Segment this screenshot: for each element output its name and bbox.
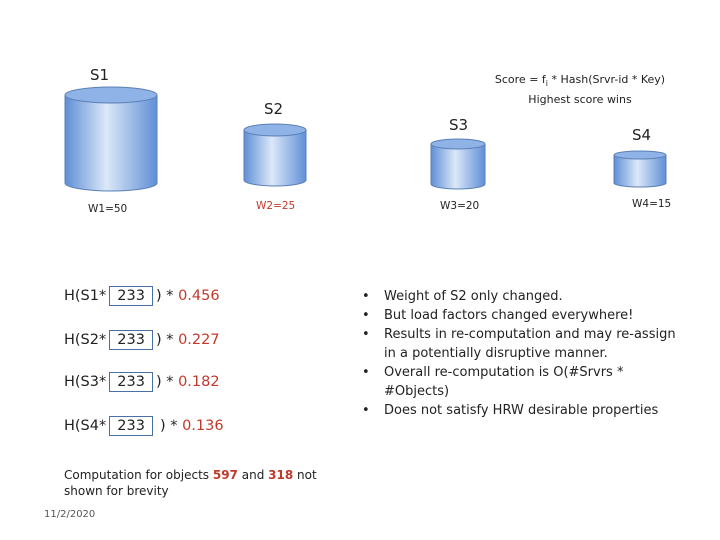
- server-s3-weight: W3=20: [440, 200, 480, 212]
- observation-item: • Results in re-computation and may re-as…: [362, 327, 676, 361]
- server-s1-cylinder-icon: [64, 86, 158, 192]
- hash-row-s3: H(S3* 233) * 0.182: [64, 372, 220, 392]
- server-s4-label: S4: [632, 126, 652, 144]
- observation-item: • Weight of S2 only changed.: [362, 289, 563, 304]
- server-s4-weight: W4=15: [632, 198, 672, 210]
- observations-list: • Weight of S2 only changed. • But load fa…: [362, 287, 682, 420]
- server-s3-label: S3: [449, 116, 469, 134]
- server-s1-weight: W1=50: [88, 203, 128, 215]
- score-formula-line2: Highest score wins: [528, 93, 632, 107]
- object-id-318: 318: [268, 468, 294, 482]
- server-s1-label: S1: [90, 66, 110, 84]
- load-factor: 0.182: [178, 374, 220, 390]
- object-id-597: 597: [212, 468, 238, 482]
- object-key-box: 233: [109, 286, 153, 306]
- score-formula: Score = fi * Hash(Srvr-id * Key) Highest…: [470, 72, 690, 108]
- brevity-note: Computation for objects 597 and 318 not …: [64, 468, 317, 498]
- load-factor: 0.136: [182, 418, 224, 434]
- observation-item: • Overall re-computation is O(#Srvrs * #O…: [362, 365, 624, 399]
- hash-row-s4: H(S4* 233) * 0.136: [64, 416, 224, 436]
- hash-row-s2: H(S2* 233) * 0.227: [64, 330, 220, 350]
- object-key-box: 233: [109, 372, 153, 392]
- server-s2-weight: W2=25: [256, 200, 296, 212]
- slide-date: 11/2/2020: [44, 509, 96, 520]
- hash-row-s1: H(S1* 233) * 0.456: [64, 286, 220, 306]
- object-key-box: 233: [109, 416, 153, 436]
- score-formula-line1: Score = fi * Hash(Srvr-id * Key): [494, 73, 666, 89]
- server-s2-label: S2: [264, 100, 284, 118]
- observation-item: • Does not satisfy HRW desirable properti…: [362, 403, 659, 418]
- load-factor: 0.456: [178, 288, 220, 304]
- observation-item: • But load factors changed everywhere!: [362, 308, 634, 323]
- server-s2-cylinder-icon: [243, 123, 307, 187]
- object-key-box: 233: [109, 330, 153, 350]
- server-s4-cylinder-icon: [613, 150, 667, 188]
- server-s3-cylinder-icon: [430, 138, 486, 190]
- load-factor: 0.227: [178, 332, 220, 348]
